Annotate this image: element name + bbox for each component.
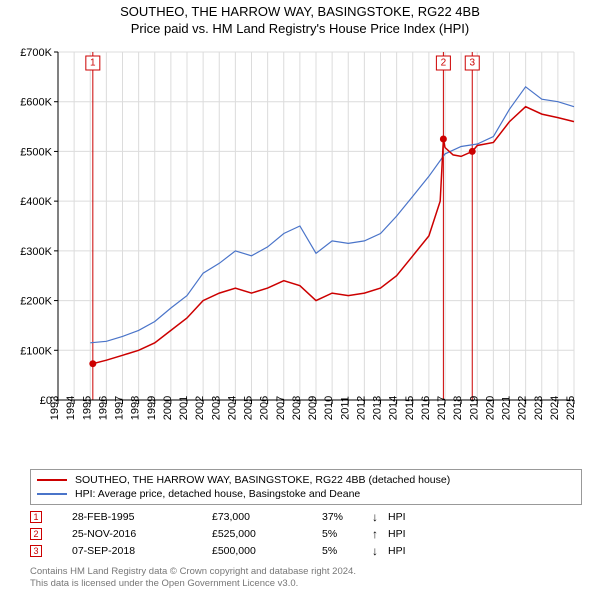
chart-area: 123£0£100K£200K£300K£400K£500K£600K£700K…	[0, 44, 600, 464]
svg-text:1994: 1994	[65, 396, 77, 420]
svg-text:2019: 2019	[468, 396, 480, 420]
row-date: 25-NOV-2016	[72, 528, 212, 540]
svg-text:2025: 2025	[565, 396, 577, 420]
svg-text:2021: 2021	[501, 396, 513, 420]
svg-text:2014: 2014	[388, 396, 400, 420]
arrow-down-icon: ↓	[372, 544, 388, 558]
row-hpi-label: HPI	[388, 511, 582, 523]
arrow-up-icon: ↑	[372, 527, 388, 541]
row-hpi-label: HPI	[388, 545, 582, 557]
legend-swatch-property	[37, 479, 67, 481]
svg-text:2011: 2011	[339, 396, 351, 420]
footnote: Contains HM Land Registry data © Crown c…	[30, 566, 582, 590]
row-marker-icon: 3	[30, 545, 42, 557]
svg-text:2012: 2012	[355, 396, 367, 420]
row-pct: 37%	[322, 511, 372, 523]
row-date: 07-SEP-2018	[72, 545, 212, 557]
row-price: £73,000	[212, 511, 322, 523]
svg-text:1999: 1999	[146, 396, 158, 420]
svg-text:2009: 2009	[307, 396, 319, 420]
legend-row: SOUTHEO, THE HARROW WAY, BASINGSTOKE, RG…	[37, 473, 575, 487]
svg-text:1: 1	[90, 58, 96, 69]
svg-text:1993: 1993	[49, 396, 61, 420]
svg-text:1995: 1995	[81, 396, 93, 420]
svg-text:2: 2	[441, 58, 447, 69]
table-row: 1 28-FEB-1995 £73,000 37% ↓ HPI	[30, 508, 582, 525]
row-price: £525,000	[212, 528, 322, 540]
svg-text:£200K: £200K	[20, 296, 52, 308]
legend-box: SOUTHEO, THE HARROW WAY, BASINGSTOKE, RG…	[30, 469, 582, 505]
svg-text:2018: 2018	[452, 396, 464, 420]
row-pct: 5%	[322, 545, 372, 557]
svg-text:2007: 2007	[275, 396, 287, 420]
svg-text:1998: 1998	[130, 396, 142, 420]
svg-text:2003: 2003	[210, 396, 222, 420]
svg-text:2010: 2010	[323, 396, 335, 420]
svg-text:£500K: £500K	[20, 146, 52, 158]
svg-text:£700K: £700K	[20, 47, 52, 59]
chart-title-line2: Price paid vs. HM Land Registry's House …	[0, 21, 600, 36]
footnote-line: Contains HM Land Registry data © Crown c…	[30, 566, 582, 578]
svg-text:2008: 2008	[291, 396, 303, 420]
svg-text:2020: 2020	[484, 396, 496, 420]
svg-text:2022: 2022	[517, 396, 529, 420]
svg-text:2005: 2005	[243, 396, 255, 420]
svg-text:£100K: £100K	[20, 345, 52, 357]
svg-text:£600K: £600K	[20, 97, 52, 109]
svg-text:2023: 2023	[533, 396, 545, 420]
svg-text:1997: 1997	[114, 396, 126, 420]
svg-text:£400K: £400K	[20, 196, 52, 208]
svg-text:2024: 2024	[549, 396, 561, 420]
chart-title-line1: SOUTHEO, THE HARROW WAY, BASINGSTOKE, RG…	[0, 4, 600, 19]
row-date: 28-FEB-1995	[72, 511, 212, 523]
svg-text:3: 3	[469, 58, 475, 69]
svg-text:2016: 2016	[420, 396, 432, 420]
legend-text: SOUTHEO, THE HARROW WAY, BASINGSTOKE, RG…	[75, 473, 450, 487]
chart-svg: 123£0£100K£200K£300K£400K£500K£600K£700K…	[0, 44, 600, 464]
svg-text:2006: 2006	[259, 396, 271, 420]
legend-text: HPI: Average price, detached house, Basi…	[75, 487, 360, 501]
row-pct: 5%	[322, 528, 372, 540]
legend-swatch-hpi	[37, 493, 67, 495]
svg-text:2015: 2015	[404, 396, 416, 420]
row-price: £500,000	[212, 545, 322, 557]
svg-text:2017: 2017	[436, 396, 448, 420]
arrow-down-icon: ↓	[372, 510, 388, 524]
footnote-line: This data is licensed under the Open Gov…	[30, 578, 582, 590]
svg-text:2002: 2002	[194, 396, 206, 420]
svg-text:2000: 2000	[162, 396, 174, 420]
row-marker-icon: 2	[30, 528, 42, 540]
row-marker-icon: 1	[30, 511, 42, 523]
transactions-table: 1 28-FEB-1995 £73,000 37% ↓ HPI 2 25-NOV…	[30, 508, 582, 559]
svg-text:£300K: £300K	[20, 246, 52, 258]
legend-row: HPI: Average price, detached house, Basi…	[37, 487, 575, 501]
svg-text:1996: 1996	[97, 396, 109, 420]
svg-text:2013: 2013	[372, 396, 384, 420]
row-hpi-label: HPI	[388, 528, 582, 540]
table-row: 3 07-SEP-2018 £500,000 5% ↓ HPI	[30, 542, 582, 559]
svg-text:2001: 2001	[178, 396, 190, 420]
svg-text:2004: 2004	[226, 396, 238, 420]
table-row: 2 25-NOV-2016 £525,000 5% ↑ HPI	[30, 525, 582, 542]
